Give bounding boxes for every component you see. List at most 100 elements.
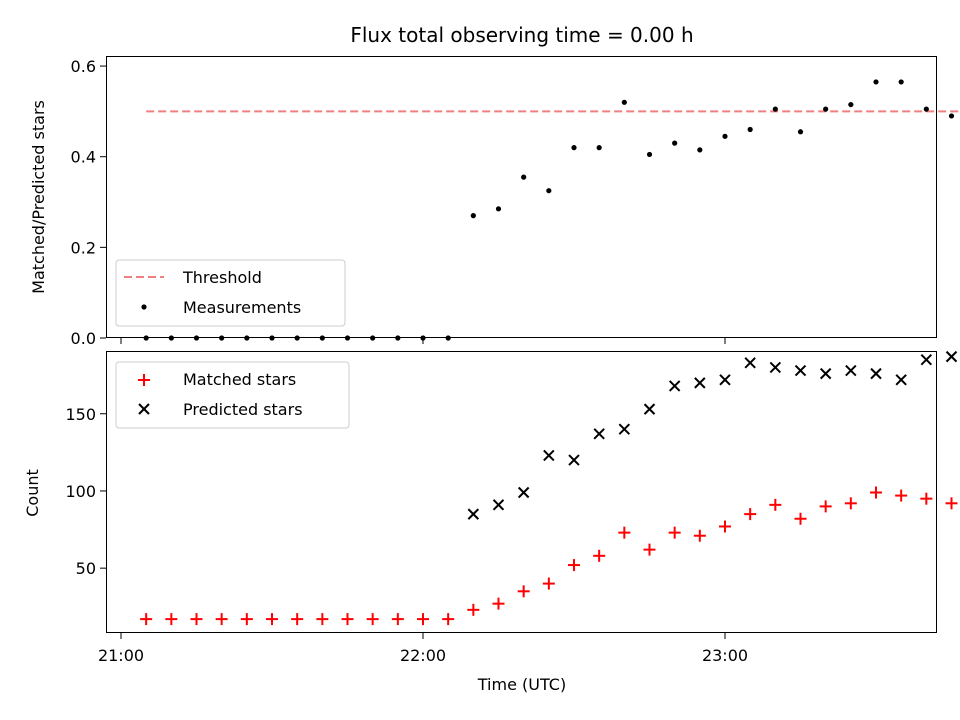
data-point xyxy=(722,133,728,139)
data-point xyxy=(769,361,782,374)
data-point xyxy=(895,489,908,502)
data-point xyxy=(747,126,753,133)
y-tick-label: 0.0 xyxy=(71,329,96,348)
data-point xyxy=(920,492,933,505)
data-point xyxy=(643,403,656,415)
count-legend: Matched stars Predicted stars xyxy=(115,361,350,429)
data-point xyxy=(517,486,530,499)
data-point xyxy=(596,145,602,151)
count-plot-area xyxy=(140,350,958,626)
legend-measurements-label: Measurements xyxy=(183,298,301,317)
data-point xyxy=(240,613,253,626)
data-point xyxy=(593,428,605,440)
y-tick-label: 0.2 xyxy=(71,238,96,257)
data-point xyxy=(898,79,904,85)
data-point xyxy=(845,364,857,377)
data-point xyxy=(571,145,577,151)
data-point xyxy=(744,508,757,521)
data-point xyxy=(165,613,178,626)
y-tick-label: 100 xyxy=(65,482,96,501)
ratio-y-ticks: 0.0 0.2 0.4 0.6 xyxy=(71,57,106,348)
legend-predicted-swatch xyxy=(138,403,150,415)
data-point xyxy=(668,526,681,539)
data-point xyxy=(823,106,829,112)
data-point xyxy=(797,129,804,135)
data-point xyxy=(643,543,656,556)
y-tick-label: 0.4 xyxy=(71,148,96,167)
data-point xyxy=(542,577,555,590)
legend-matched-swatch xyxy=(138,374,150,386)
ratio-y-axis-label: Matched/Predicted stars xyxy=(29,100,48,294)
data-point xyxy=(769,498,782,511)
data-point xyxy=(844,497,857,510)
data-point xyxy=(495,206,502,212)
data-point xyxy=(945,350,958,363)
ratio-axes-frame xyxy=(106,56,937,338)
legend-predicted-label: Predicted stars xyxy=(183,400,303,419)
data-point xyxy=(442,613,455,626)
count-legend-box xyxy=(115,361,350,429)
data-point xyxy=(719,374,731,386)
legend-threshold-label: Threshold xyxy=(182,268,262,287)
data-point xyxy=(794,364,807,377)
data-point xyxy=(341,613,354,626)
ratio-legend-box xyxy=(115,259,346,327)
data-point xyxy=(543,449,555,462)
x-tick-label: 23:00 xyxy=(702,646,748,665)
count-axes-frame xyxy=(106,351,937,633)
data-point xyxy=(521,174,527,180)
count-y-axis-label: Count xyxy=(23,469,42,517)
data-point xyxy=(190,613,203,626)
data-point xyxy=(492,499,505,511)
data-point xyxy=(467,603,480,616)
y-tick-label: 50 xyxy=(76,559,96,578)
data-point xyxy=(672,140,678,146)
chart-title: Flux total observing time = 0.00 h xyxy=(350,23,693,47)
data-point xyxy=(391,613,404,626)
data-point xyxy=(291,613,304,626)
data-point xyxy=(470,213,476,219)
data-point xyxy=(621,99,627,105)
legend-matched-label: Matched stars xyxy=(183,370,296,389)
data-point xyxy=(694,377,706,389)
data-point xyxy=(794,512,807,525)
data-point xyxy=(895,374,907,386)
data-point xyxy=(546,188,552,194)
data-point xyxy=(948,113,955,119)
data-point xyxy=(693,529,706,542)
data-point xyxy=(646,151,653,158)
data-point xyxy=(492,597,505,610)
x-tick-label: 21:00 xyxy=(98,646,144,665)
series-predicted-stars xyxy=(467,350,958,520)
data-point xyxy=(568,454,580,466)
data-point xyxy=(819,367,832,380)
data-point xyxy=(945,497,958,510)
data-point xyxy=(215,613,228,626)
data-point xyxy=(568,559,580,572)
data-point xyxy=(819,500,832,513)
data-point xyxy=(668,380,681,392)
data-point xyxy=(316,613,329,626)
data-point xyxy=(266,613,278,626)
y-tick-label: 150 xyxy=(65,405,96,424)
data-point xyxy=(467,508,480,520)
data-point xyxy=(920,354,933,366)
data-point xyxy=(744,357,756,369)
series-matched-stars xyxy=(140,486,958,626)
ratio-panel: 0.0 0.2 0.4 0.6 Matched/Predicted stars Thr… xyxy=(29,56,960,348)
data-point xyxy=(593,549,606,562)
x-tick-label: 22:00 xyxy=(400,646,446,665)
data-point xyxy=(873,79,879,85)
legend-measurements-swatch xyxy=(141,304,147,310)
ratio-legend: Threshold Measurements xyxy=(115,259,346,327)
data-point xyxy=(697,147,703,153)
data-point xyxy=(870,367,882,380)
data-point xyxy=(417,613,429,626)
data-point xyxy=(772,106,778,112)
ratio-x-ticks xyxy=(120,338,726,344)
data-point xyxy=(618,423,631,435)
data-point xyxy=(870,486,882,499)
